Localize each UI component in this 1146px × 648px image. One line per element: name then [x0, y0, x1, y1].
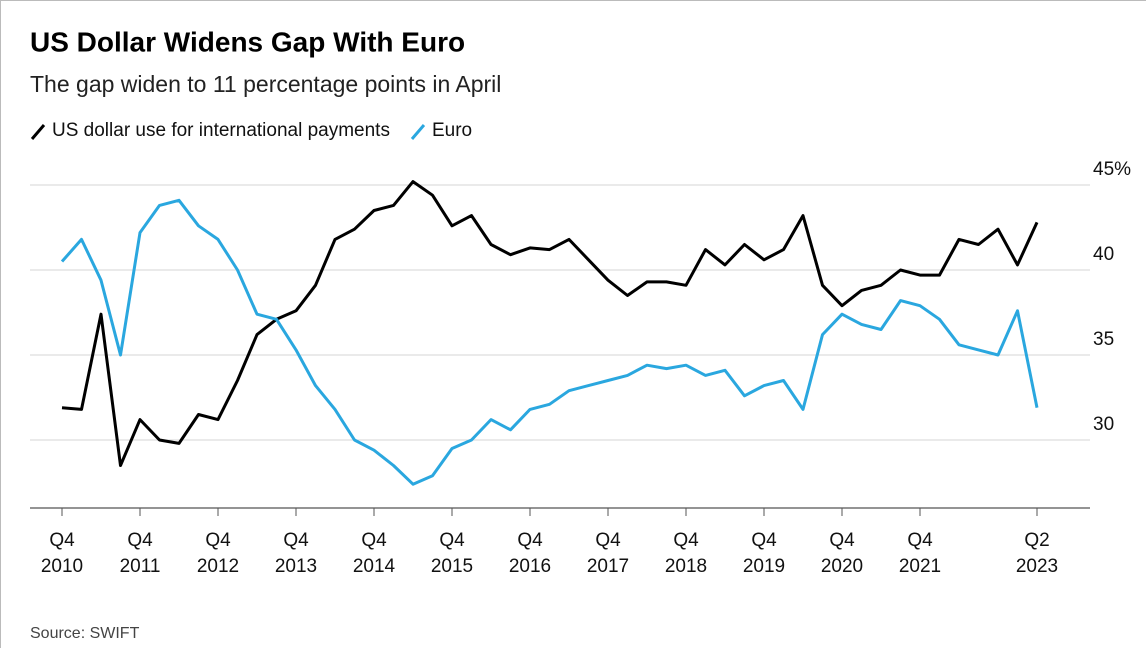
legend-label: Euro: [432, 120, 472, 141]
y-tick-label: 45%: [1093, 159, 1131, 180]
x-tick-label: Q4 2020: [820, 530, 864, 577]
legend-swatch: [30, 124, 46, 140]
x-tick-label: Q4 2021: [898, 530, 942, 577]
x-tick-label: Q4 2015: [430, 530, 474, 577]
x-tick-label: Q2 2023: [1015, 530, 1059, 577]
x-tick-label: Q4 2014: [352, 530, 396, 577]
source: Source: SWIFT: [30, 625, 140, 642]
x-tick-label: Q4 2012: [196, 530, 240, 577]
x-tick-label: Q4 2017: [586, 530, 630, 577]
x-tick-label: Q4 2016: [508, 530, 552, 577]
y-tick-label: 30: [1093, 414, 1114, 435]
y-tick-label: 40: [1093, 244, 1114, 265]
x-tick-label: Q4 2018: [664, 530, 708, 577]
x-tick-label: Q4 2019: [742, 530, 786, 577]
chart-title: US Dollar Widens Gap With Euro: [30, 26, 465, 57]
x-tick-label: Q4 2011: [119, 530, 161, 577]
series-line: [61, 180, 1039, 467]
x-tick-label: Q4 2013: [274, 530, 318, 577]
legend-swatch: [410, 124, 426, 140]
x-tick-label: Q4 2010: [40, 530, 84, 577]
y-tick-label: 35: [1093, 329, 1114, 350]
series-line: [60, 198, 1039, 486]
legend-label: US dollar use for international payments: [52, 120, 390, 141]
chart-subtitle: The gap widen to 11 percentage points in…: [30, 71, 501, 97]
